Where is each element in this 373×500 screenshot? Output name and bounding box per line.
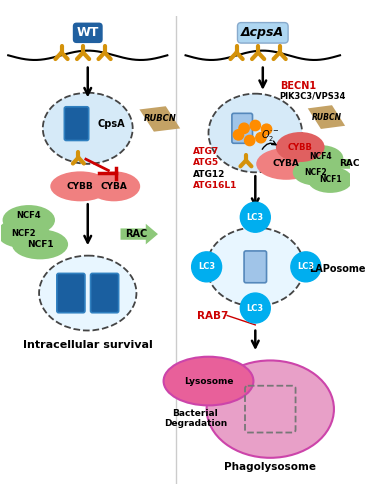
FancyBboxPatch shape xyxy=(91,274,119,312)
Circle shape xyxy=(233,130,244,140)
Text: LC3: LC3 xyxy=(247,212,264,222)
Ellipse shape xyxy=(164,356,253,406)
Text: Bacterial
Degradation: Bacterial Degradation xyxy=(164,409,227,428)
Text: PIK3C3/VPS34: PIK3C3/VPS34 xyxy=(280,92,346,101)
Text: Lysosome: Lysosome xyxy=(184,376,233,386)
Circle shape xyxy=(261,124,272,134)
Circle shape xyxy=(240,293,270,323)
Circle shape xyxy=(291,252,321,282)
Text: NCF1: NCF1 xyxy=(319,176,342,184)
Circle shape xyxy=(245,136,255,145)
Text: Intracellular survival: Intracellular survival xyxy=(23,340,153,350)
Circle shape xyxy=(250,120,260,130)
Text: LC3: LC3 xyxy=(198,262,215,272)
Text: LC3: LC3 xyxy=(297,262,314,272)
Ellipse shape xyxy=(0,218,49,248)
Text: BECN1: BECN1 xyxy=(280,81,316,91)
Ellipse shape xyxy=(308,166,352,193)
Text: NCF2: NCF2 xyxy=(11,228,35,237)
Text: CYBA: CYBA xyxy=(100,182,128,191)
FancyBboxPatch shape xyxy=(65,107,89,140)
Text: NCF2: NCF2 xyxy=(304,168,326,177)
Ellipse shape xyxy=(207,360,334,458)
Circle shape xyxy=(192,252,222,282)
Ellipse shape xyxy=(88,172,140,202)
Text: RAC: RAC xyxy=(125,229,148,239)
Circle shape xyxy=(239,123,249,134)
Ellipse shape xyxy=(207,228,304,306)
Text: NCF4: NCF4 xyxy=(16,211,41,220)
Text: ATG16L1: ATG16L1 xyxy=(192,181,237,190)
Polygon shape xyxy=(140,106,180,132)
Text: ATG7: ATG7 xyxy=(192,147,219,156)
Ellipse shape xyxy=(43,92,133,164)
Text: ΔcpsA: ΔcpsA xyxy=(241,26,284,40)
Text: NCF1: NCF1 xyxy=(27,240,53,249)
Ellipse shape xyxy=(298,145,343,172)
Text: Phagolysosome: Phagolysosome xyxy=(224,462,316,472)
Circle shape xyxy=(240,202,270,232)
Text: CYBB: CYBB xyxy=(288,142,313,152)
Text: LC3: LC3 xyxy=(247,304,264,312)
Text: ATG5: ATG5 xyxy=(192,158,219,168)
Ellipse shape xyxy=(50,172,110,202)
Ellipse shape xyxy=(39,256,137,330)
Ellipse shape xyxy=(293,159,338,186)
Polygon shape xyxy=(335,155,369,173)
Text: LAPosome: LAPosome xyxy=(310,264,366,274)
FancyBboxPatch shape xyxy=(57,274,85,312)
Circle shape xyxy=(256,132,266,143)
Text: RUBCN: RUBCN xyxy=(144,114,176,124)
Text: NCF4: NCF4 xyxy=(310,152,332,161)
Text: WT: WT xyxy=(76,26,99,40)
Text: ATG12: ATG12 xyxy=(192,170,225,178)
Ellipse shape xyxy=(256,148,316,180)
Polygon shape xyxy=(120,224,158,244)
Ellipse shape xyxy=(209,94,302,172)
Text: RAC: RAC xyxy=(339,160,360,168)
Text: CpsA: CpsA xyxy=(97,118,125,128)
Polygon shape xyxy=(308,105,345,129)
Text: $O_2^{·-}$: $O_2^{·-}$ xyxy=(261,128,280,144)
Text: CYBB: CYBB xyxy=(67,182,94,191)
Text: CYBA: CYBA xyxy=(273,160,300,168)
FancyBboxPatch shape xyxy=(244,251,267,283)
Ellipse shape xyxy=(12,230,68,260)
Text: RAB7: RAB7 xyxy=(197,310,229,320)
Ellipse shape xyxy=(3,205,55,235)
FancyBboxPatch shape xyxy=(232,114,253,144)
Ellipse shape xyxy=(276,132,325,162)
Text: RUBCN: RUBCN xyxy=(311,112,341,122)
